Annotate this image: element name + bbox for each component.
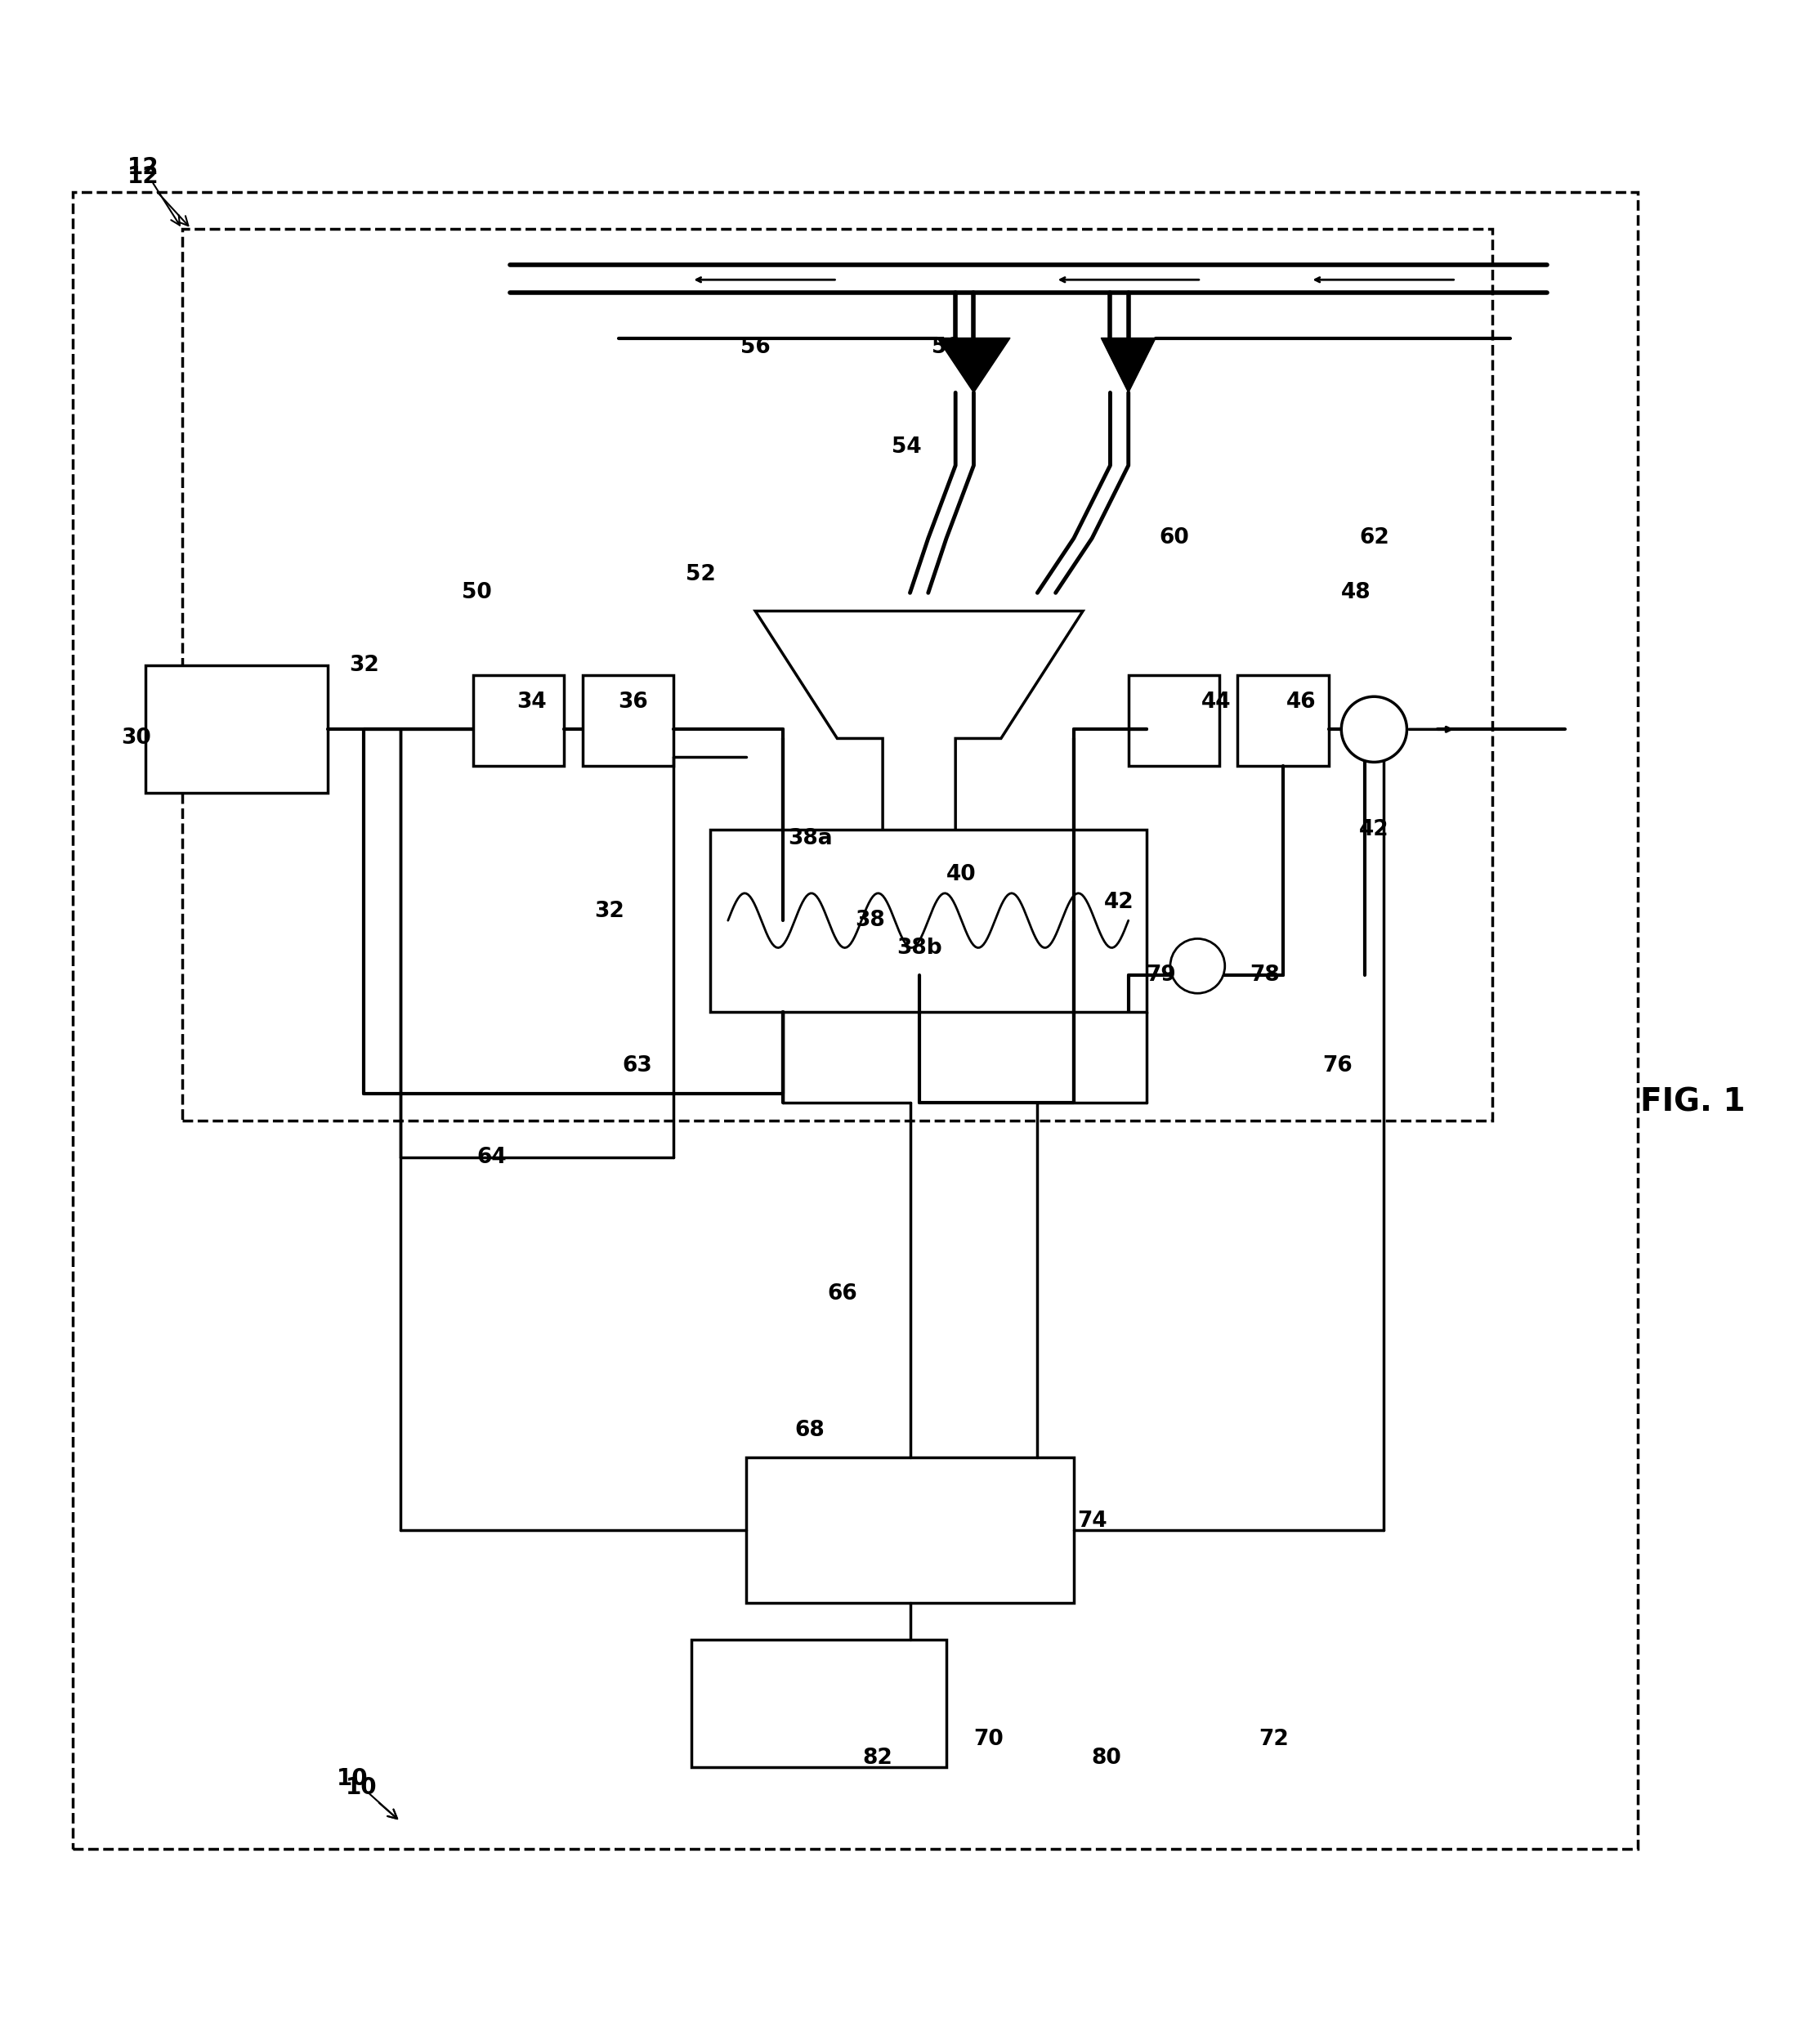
Bar [692, 1639, 946, 1766]
Text: 58: 58 [932, 336, 961, 358]
Bar [73, 192, 1638, 1849]
Text: 30: 30 [122, 728, 151, 749]
Bar [1238, 676, 1329, 767]
Text: 72: 72 [1259, 1730, 1289, 1750]
Bar [146, 666, 328, 793]
Text: 10: 10 [337, 1768, 397, 1819]
Bar [473, 676, 564, 767]
Polygon shape [937, 338, 1010, 392]
Text: 48: 48 [1341, 583, 1370, 603]
Text: 74: 74 [1077, 1511, 1107, 1531]
Circle shape [1341, 696, 1407, 763]
Text: 46: 46 [1287, 692, 1316, 712]
Polygon shape [1101, 338, 1156, 392]
Text: 38b: 38b [897, 937, 941, 959]
Bar [710, 829, 1147, 1012]
Text: 32: 32 [349, 655, 379, 676]
Text: 63: 63 [622, 1056, 652, 1076]
Text: 32: 32 [595, 900, 624, 922]
Text: 70: 70 [974, 1730, 1003, 1750]
Text: 44: 44 [1201, 692, 1230, 712]
Text: 66: 66 [828, 1283, 857, 1305]
Text: FIG. 1: FIG. 1 [1640, 1086, 1745, 1119]
Text: 34: 34 [517, 692, 546, 712]
Polygon shape [755, 611, 1083, 876]
Text: 38a: 38a [788, 827, 832, 850]
Text: 12: 12 [127, 166, 187, 227]
Text: 36: 36 [619, 692, 648, 712]
Text: 10: 10 [346, 1776, 397, 1819]
Text: 78: 78 [1250, 965, 1279, 985]
Bar [582, 676, 673, 767]
Text: 68: 68 [795, 1420, 824, 1440]
Bar [746, 1457, 1074, 1602]
Text: 62: 62 [1360, 528, 1389, 548]
Text: 79: 79 [1147, 965, 1176, 985]
Text: 60: 60 [1159, 528, 1188, 548]
Text: 80: 80 [1092, 1748, 1121, 1768]
Text: 50: 50 [462, 583, 491, 603]
Text: 12: 12 [127, 156, 180, 225]
Text: 42: 42 [1105, 892, 1134, 912]
Text: 42: 42 [1360, 819, 1389, 840]
Bar [1128, 676, 1219, 767]
Circle shape [1170, 939, 1225, 993]
Bar [182, 229, 1492, 1121]
Text: 64: 64 [477, 1147, 506, 1167]
Text: 40: 40 [946, 864, 976, 886]
Text: 76: 76 [1323, 1056, 1352, 1076]
Text: 38: 38 [855, 910, 885, 931]
Text: 82: 82 [863, 1748, 892, 1768]
Text: 56: 56 [741, 336, 770, 358]
Text: 52: 52 [686, 564, 715, 585]
Text: 54: 54 [892, 437, 921, 457]
